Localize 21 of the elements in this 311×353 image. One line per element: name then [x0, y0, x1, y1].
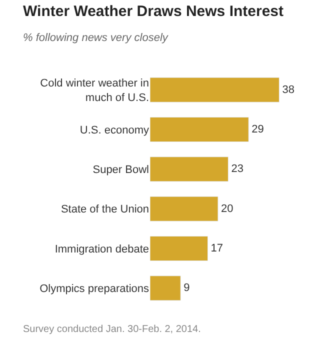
y-tick-label: Super Bowl: [92, 164, 149, 176]
y-tick-label: Cold winter weather in much of U.S.: [40, 78, 149, 104]
bar: [150, 236, 208, 262]
data-label: 9: [184, 282, 190, 294]
chart-subtitle: % following news very closely: [23, 32, 170, 44]
bar: [150, 276, 181, 301]
y-tick-label: Olympics preparations: [40, 283, 150, 296]
data-label: 38: [282, 84, 294, 96]
y-tick-label: U.S. economy: [80, 124, 150, 136]
chart-title: Winter Weather Draws News Interest: [23, 3, 284, 20]
data-label: 29: [252, 124, 264, 136]
data-label: 17: [210, 242, 224, 254]
data-label: 23: [231, 163, 244, 176]
bar: [150, 116, 249, 142]
bar: [150, 196, 218, 222]
bar: [150, 156, 228, 182]
bar: [150, 77, 280, 102]
text: Survey conducted Jan. 30-Feb. 2, 2014.: [23, 324, 201, 335]
y-tick-label: State of the Union: [60, 204, 149, 216]
data-label: 20: [221, 202, 234, 215]
y-tick-label: Immigration debate: [54, 243, 149, 256]
